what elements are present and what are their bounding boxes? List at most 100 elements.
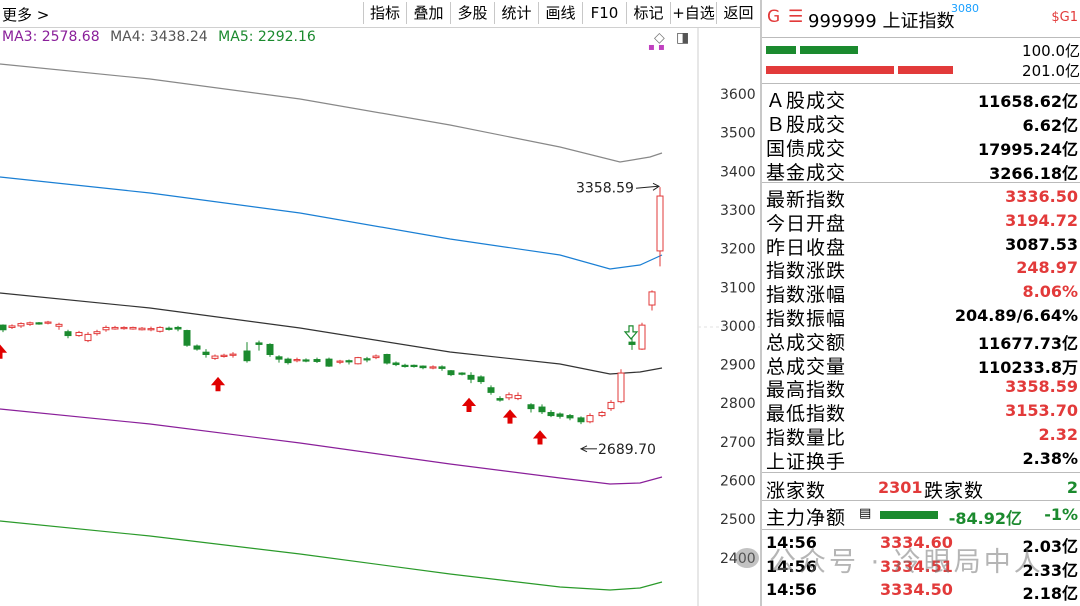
down-candle [243, 350, 251, 362]
down-candle [487, 387, 495, 393]
down-candle [410, 364, 418, 368]
y-tick-label: 2900 [720, 358, 756, 374]
up-candle [220, 354, 228, 357]
quote-value: 11677.73亿 [977, 333, 1078, 353]
down-candle [363, 358, 371, 361]
up-candle [648, 291, 656, 306]
quote-value: 204.89/6.64% [954, 306, 1078, 325]
tick-time: 14:56 [766, 556, 817, 576]
quote-row: 上证换手 2.38% [762, 447, 1080, 473]
quote-value: 3087.53 [1005, 234, 1078, 254]
up-candle [84, 333, 92, 342]
indicator-button[interactable]: 指标 [363, 2, 406, 24]
y-tick-label: 3100 [720, 280, 756, 296]
quote-value: 3358.59 [1005, 377, 1078, 397]
f10-button[interactable]: F10 [582, 2, 626, 24]
index-superscript: 3080 [951, 2, 979, 15]
quote-row: 指数量比 2.32 [762, 423, 1080, 449]
up-candle [656, 195, 664, 252]
down-candle [275, 356, 283, 360]
quote-row: 指数涨幅 8.06% [762, 280, 1080, 306]
down-candle [577, 417, 585, 423]
tick-row: 14:56 3334.50 2.18亿 [762, 580, 1080, 603]
statistics-button[interactable]: 统计 [494, 2, 538, 24]
y-tick-label: 3600 [720, 87, 756, 103]
turnover-row: 国债成交 17995.24亿 [762, 134, 1080, 160]
quote-header: G ☰ 999999 上证指数 3080 $G1 [762, 0, 1080, 36]
down-candle [383, 354, 391, 364]
turnover-row: 基金成交 3266.18亿 [762, 158, 1080, 184]
ma-legend: MA3: 2578.68 MA4: 3438.24 MA5: 2292.16 [2, 29, 322, 45]
up-candle [598, 411, 606, 417]
up-candle [211, 355, 219, 359]
down-candle [202, 351, 210, 356]
main-flow-pct: -1% [1044, 505, 1078, 524]
up-candle [429, 366, 437, 369]
quote-value: 248.97 [1016, 258, 1078, 278]
y-tick-label: 2600 [720, 474, 756, 490]
overlay-button[interactable]: 叠加 [406, 2, 450, 24]
main-flow-value: -84.92亿 [948, 509, 1022, 528]
quote-value: 3336.50 [1005, 187, 1078, 206]
multi-stock-button[interactable]: 多股 [450, 2, 494, 24]
turnover-label: 国债成交 [766, 138, 847, 160]
down-candle [401, 364, 409, 368]
quote-label: 指数量比 [766, 427, 847, 449]
low-annotation-arrowhead [579, 445, 588, 453]
up-candle [336, 360, 344, 363]
main-flow-label: 主力净额 [766, 507, 847, 529]
mid-band-line [0, 292, 663, 375]
main-flow-bar [880, 511, 938, 519]
menu-icon[interactable]: ☰ [788, 7, 804, 27]
quote-label: 指数振幅 [766, 308, 847, 330]
quote-row: 指数振幅 204.89/6.64% [762, 304, 1080, 330]
ma4-value: MA4: 3438.24 [110, 29, 208, 45]
y-tick-label: 2700 [720, 435, 756, 451]
breadth-row: 涨家数 2301 跌家数 2 [762, 476, 1080, 502]
mark-button[interactable]: 标记 [626, 2, 670, 24]
more-menu-button[interactable]: 更多 > [2, 6, 50, 24]
quote-value: 110233.8万 [977, 357, 1078, 377]
quote-label: 今日开盘 [766, 212, 847, 235]
volume-bar-green-2 [800, 46, 858, 54]
tick-price: 3334.60 [880, 533, 953, 552]
down-count-label: 跌家数 [924, 480, 985, 502]
up-candle [617, 372, 625, 403]
watermark: 公众号 · 冷眼局中人 [769, 547, 1044, 578]
quote-row: 总成交额 11677.73亿 [762, 328, 1080, 354]
quote-value: 3153.70 [1005, 401, 1078, 421]
up-candle [586, 415, 594, 423]
diamond-icon[interactable]: ◇ [654, 30, 665, 46]
up-candle [8, 325, 16, 328]
up-candle [111, 326, 119, 330]
tick-time: 14:56 [766, 580, 817, 599]
down-candle [458, 372, 466, 375]
window-toggle-icon[interactable]: ◨ [676, 30, 690, 46]
high-annotation-arrowhead [652, 182, 660, 191]
down-candle [325, 358, 333, 367]
back-button[interactable]: 返回 [716, 2, 761, 24]
down-candle [447, 370, 455, 376]
ma5-value: MA5: 2292.16 [218, 29, 316, 45]
draw-line-button[interactable]: 画线 [538, 2, 582, 24]
quote-value: 8.06% [1022, 282, 1078, 302]
down-candle [419, 365, 427, 369]
down-candle [183, 330, 191, 346]
quote-panel: G ☰ 999999 上证指数 3080 $G1 100.0亿 201.0亿 Ａ… [760, 0, 1080, 606]
high-annotation: 3358.59 [576, 180, 634, 196]
buy-signal-arrow [502, 409, 518, 424]
turnover-label: 基金成交 [766, 162, 847, 184]
add-favorite-button[interactable]: +自选 [670, 2, 716, 24]
y-tick-label: 2800 [720, 396, 756, 412]
volume-bar-green-1 [766, 46, 796, 54]
y-tick-label: 2400 [720, 551, 756, 567]
down-candle [302, 359, 310, 362]
up-count-label: 涨家数 [766, 480, 827, 502]
up-candle [120, 326, 128, 330]
down-candle [313, 359, 321, 362]
kline-chart[interactable]: 3600 3500 3400 3300 3200 3100 3000 2900 2800 2700… [0, 27, 760, 606]
down-candle [0, 324, 7, 331]
detail-icon[interactable]: ▤ [859, 506, 872, 521]
up-candle [93, 331, 101, 335]
y-tick-label: 3200 [720, 242, 756, 258]
